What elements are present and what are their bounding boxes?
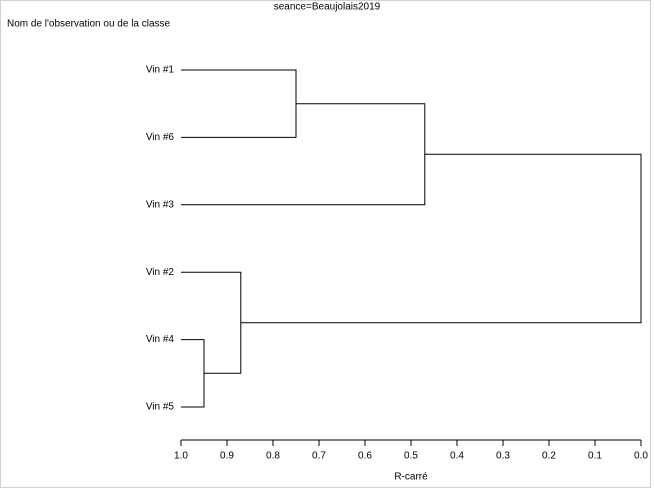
x-tick-label: 0.9 (220, 451, 234, 462)
leaf-label: Vin #5 (146, 402, 175, 413)
x-tick-label: 0.6 (358, 451, 372, 462)
x-tick-label: 0.0 (634, 451, 648, 462)
x-tick-label: 0.4 (450, 451, 464, 462)
leaf-label: Vin #6 (146, 132, 175, 143)
x-tick-label: 0.1 (588, 451, 602, 462)
x-axis-label: R-carré (394, 472, 428, 483)
dendrogram-link (240, 153, 642, 324)
y-axis-label: Nom de l'observation ou de la classe (7, 19, 171, 30)
x-tick-label: 0.5 (404, 451, 418, 462)
x-tick-label: 0.7 (312, 451, 326, 462)
x-tick-label: 1.0 (174, 451, 188, 462)
chart-title: seance=Beaujolais2019 (274, 2, 381, 13)
leaf-label: Vin #4 (146, 334, 175, 345)
x-tick-label: 0.8 (266, 451, 280, 462)
leaf-label: Vin #1 (146, 65, 175, 76)
leaf-label: Vin #2 (146, 267, 175, 278)
x-tick-label: 0.2 (542, 451, 556, 462)
leaf-label: Vin #3 (146, 199, 175, 210)
x-tick-label: 0.3 (496, 451, 510, 462)
